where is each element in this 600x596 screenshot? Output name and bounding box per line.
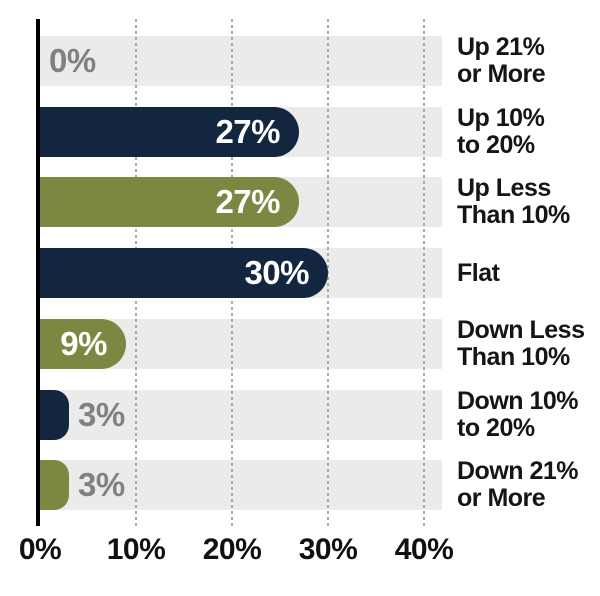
x-axis-tick-label: 30%	[298, 533, 358, 566]
category-label: Down Less Than 10%	[457, 315, 599, 373]
bar-track	[40, 36, 442, 86]
category-label-line: Flat	[457, 258, 500, 287]
value-label: 30%	[244, 254, 309, 291]
gridline-40pct	[423, 19, 425, 526]
bar-track	[40, 390, 442, 440]
gridline-30pct	[327, 19, 329, 526]
bar: 9%	[40, 319, 126, 369]
category-label: Up 10% to 20%	[457, 103, 599, 161]
category-label-line: Up 10%	[457, 104, 545, 132]
category-label-line: Down 10%	[457, 387, 579, 415]
category-label-line: Than 10%	[457, 201, 570, 229]
y-axis-line	[36, 19, 40, 526]
category-label: Down 21% or More	[457, 456, 599, 514]
bar-track	[40, 460, 442, 510]
value-label: 27%	[215, 113, 280, 150]
value-label: 3%	[78, 466, 125, 503]
category-label: Up 21% or More	[457, 32, 599, 90]
value-label: 9%	[60, 325, 107, 362]
x-axis-tick-label: 40%	[394, 533, 454, 566]
category-label-line: or More	[457, 484, 546, 512]
category-label-line: Than 10%	[457, 343, 570, 371]
bar	[40, 460, 69, 510]
category-label-line: to 20%	[457, 414, 535, 442]
value-label: 27%	[215, 183, 280, 220]
category-label-line: Up 21%	[457, 33, 545, 61]
bar: 27%	[40, 177, 299, 227]
x-axis-tick-label: 10%	[106, 533, 166, 566]
x-axis-tick-label: 20%	[202, 533, 262, 566]
category-label-line: to 20%	[457, 131, 535, 159]
value-label: 0%	[49, 42, 96, 79]
bar	[40, 390, 69, 440]
category-label-line: or More	[457, 60, 546, 88]
category-label: Down 10% to 20%	[457, 386, 599, 444]
category-label: Flat	[457, 244, 599, 302]
category-label-line: Down 21%	[457, 457, 579, 485]
category-label-line: Up Less	[457, 174, 551, 202]
x-axis-tick-label: 0%	[18, 533, 62, 566]
value-label: 3%	[78, 396, 125, 433]
category-label: Up Less Than 10%	[457, 173, 599, 231]
bar: 30%	[40, 248, 328, 298]
bar: 27%	[40, 107, 299, 157]
category-label-line: Down Less	[457, 316, 585, 344]
